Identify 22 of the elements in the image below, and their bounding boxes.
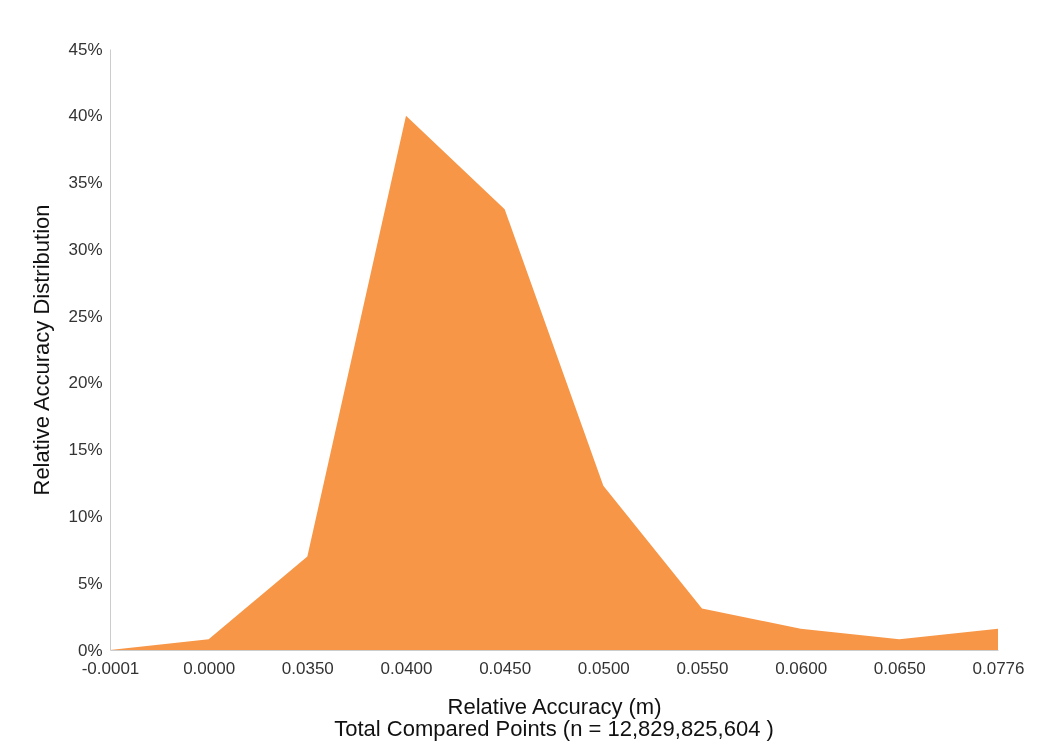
x-axis-title: Relative Accuracy (m) (447, 693, 662, 719)
x-tick-label: 0.0000 (183, 658, 236, 678)
x-tick-label: 0.0450 (479, 658, 532, 678)
y-tick-label: 10% (68, 506, 103, 526)
y-axis-title: Relative Accuracy Distribution (29, 204, 55, 496)
x-tick-label: 0.0350 (281, 658, 334, 678)
y-tick-label: 5% (77, 573, 103, 593)
y-tick-label: 0% (77, 640, 103, 660)
x-tick-label: 0.0600 (775, 658, 828, 678)
y-tick-label: 45% (68, 39, 103, 59)
x-tick-label: -0.0001 (81, 658, 140, 678)
x-tick-label: 0.0400 (380, 658, 433, 678)
y-tick-label: 20% (68, 373, 103, 393)
x-tick-label: 0.0776 (972, 658, 1025, 678)
y-tick-label: 40% (68, 106, 103, 126)
y-tick-label: 15% (68, 440, 103, 460)
x-tick-label: 0.0550 (676, 658, 729, 678)
x-tick-label: 0.0500 (577, 658, 630, 678)
y-tick-label: 30% (68, 239, 103, 259)
x-tick-label: 0.0650 (873, 658, 926, 678)
y-tick-label: 25% (68, 306, 103, 326)
y-tick-label: 35% (68, 173, 103, 193)
